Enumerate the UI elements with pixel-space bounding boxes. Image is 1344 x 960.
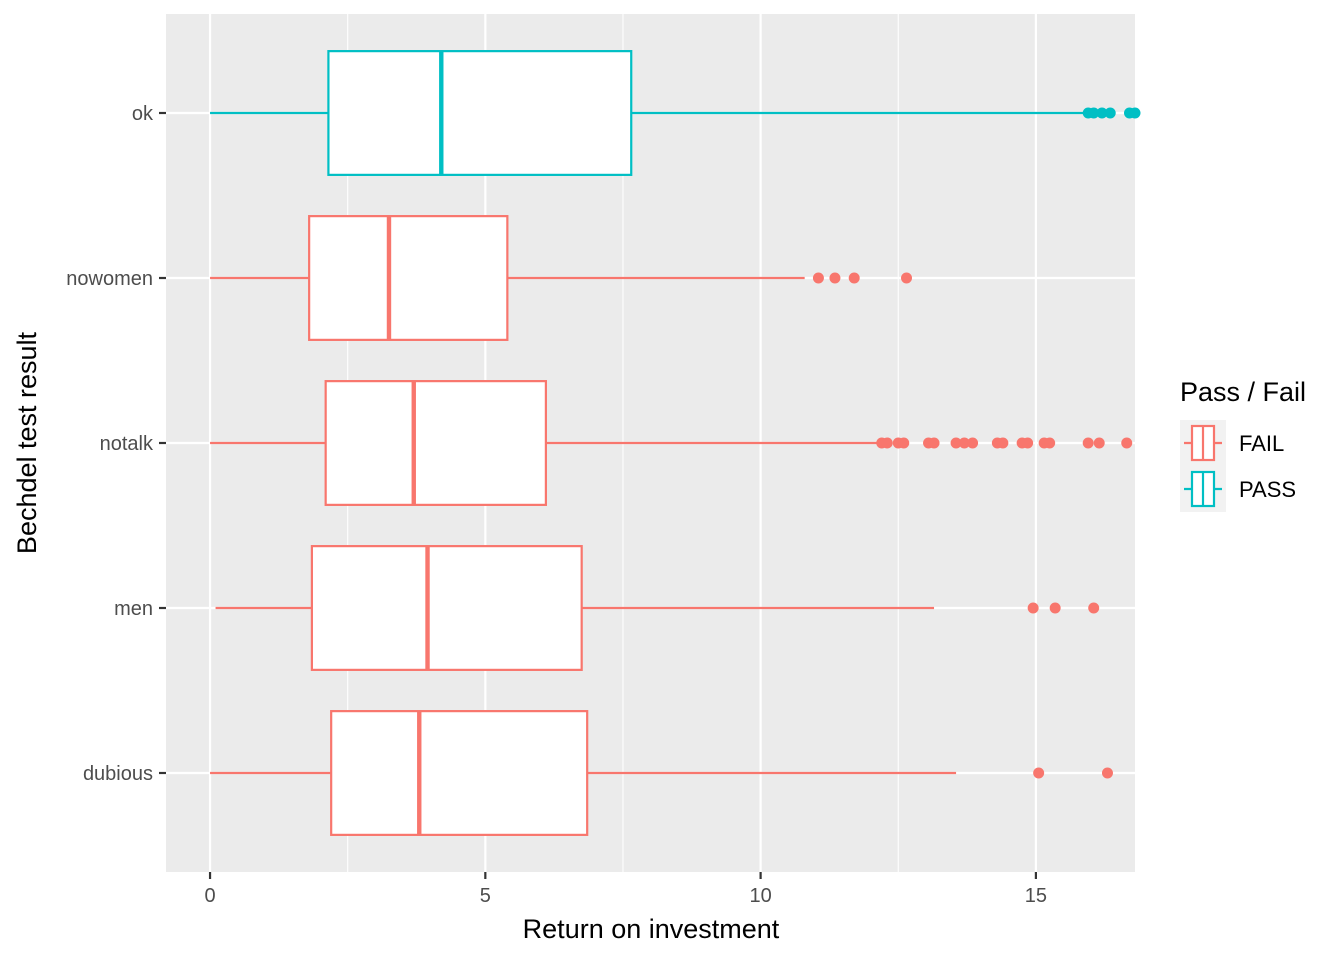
legend-label: PASS: [1239, 477, 1296, 502]
box-ok: [210, 50, 1141, 176]
outlier-point: [958, 437, 970, 449]
outlier-point: [1088, 107, 1100, 119]
outlier-point: [812, 272, 824, 284]
legend-title: Pass / Fail: [1180, 377, 1306, 407]
box-iqr: [324, 380, 547, 506]
outlier-point: [848, 272, 860, 284]
y-axis: dubious men notalk nowomen ok: [66, 103, 166, 785]
outlier-point: [1096, 107, 1108, 119]
legend: Pass / Fail FAIL PASS: [1180, 377, 1306, 512]
box-nowomen: [210, 215, 913, 341]
legend-label: FAIL: [1239, 431, 1284, 456]
legend-keys: FAIL PASS: [1180, 420, 1296, 512]
outlier-point: [1121, 437, 1133, 449]
box-iqr: [308, 215, 509, 341]
outlier-point: [967, 437, 979, 449]
y-tick-label: dubious: [83, 763, 153, 785]
outlier-point: [829, 272, 841, 284]
y-tick-label: nowomen: [66, 268, 153, 290]
x-tick-label: 10: [749, 885, 771, 907]
outlier-point: [1027, 602, 1039, 614]
outlier-point: [1104, 107, 1116, 119]
legend-key-pass: PASS: [1180, 466, 1296, 512]
outlier-point: [1049, 602, 1061, 614]
box-dubious: [210, 710, 1113, 836]
box-iqr: [327, 50, 633, 176]
y-tick-label: notalk: [100, 433, 154, 455]
box-men: [215, 545, 1100, 671]
outlier-point: [1022, 437, 1034, 449]
x-tick-label: 5: [480, 885, 491, 907]
outlier-point: [1093, 437, 1105, 449]
outlier-point: [1082, 437, 1094, 449]
x-tick-label: 0: [204, 885, 215, 907]
y-tick-label: ok: [132, 103, 154, 125]
outlier-point: [1044, 437, 1056, 449]
outlier-point: [881, 437, 893, 449]
y-axis-title: Bechdel test result: [12, 331, 42, 554]
outlier-point: [1088, 602, 1100, 614]
box-notalk: [210, 380, 1133, 506]
box-iqr: [330, 710, 589, 836]
outlier-point: [1033, 767, 1045, 779]
outlier-point: [950, 437, 962, 449]
x-tick-label: 15: [1025, 885, 1047, 907]
legend-key-fail: FAIL: [1180, 420, 1284, 466]
outlier-point: [901, 272, 913, 284]
box-iqr: [310, 545, 583, 671]
outlier-point: [898, 437, 910, 449]
outlier-point: [1129, 107, 1141, 119]
y-tick-label: men: [114, 598, 153, 620]
x-axis: 0 5 10 15: [204, 872, 1047, 907]
x-axis-title: Return on investment: [523, 914, 780, 944]
outlier-point: [928, 437, 940, 449]
box-layer: [210, 50, 1141, 836]
outlier-point: [1101, 767, 1113, 779]
outlier-point: [997, 437, 1009, 449]
